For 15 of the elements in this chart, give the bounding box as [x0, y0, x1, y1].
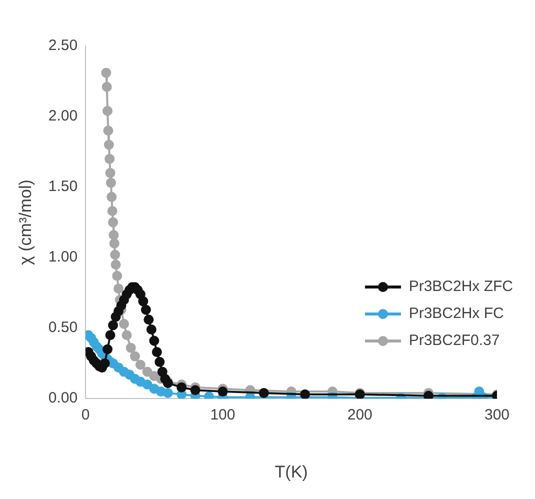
legend-label: Pr3BC2Hx ZFC	[408, 278, 513, 295]
legend-label: Pr3BC2F0.37	[408, 332, 500, 349]
y-axis-title: χ (cm³/mol)	[16, 180, 35, 266]
y-tick-label: 0.00	[48, 390, 78, 407]
y-tick-label: 0.50	[48, 319, 78, 336]
y-tick-label: 1.50	[48, 178, 78, 196]
legend-label: Pr3BC2Hx FC	[408, 305, 504, 322]
x-tick-label: 0	[81, 406, 90, 424]
x-axis-title: T(K)	[274, 462, 308, 482]
y-tick-label: 2.00	[48, 108, 78, 125]
y-tick-label: 1.00	[48, 248, 78, 266]
x-tick-label: 300	[484, 406, 510, 424]
x-tick-label: 200	[347, 406, 372, 424]
y-tick-label: 2.50	[48, 37, 78, 54]
x-tick-label: 100	[210, 406, 236, 424]
